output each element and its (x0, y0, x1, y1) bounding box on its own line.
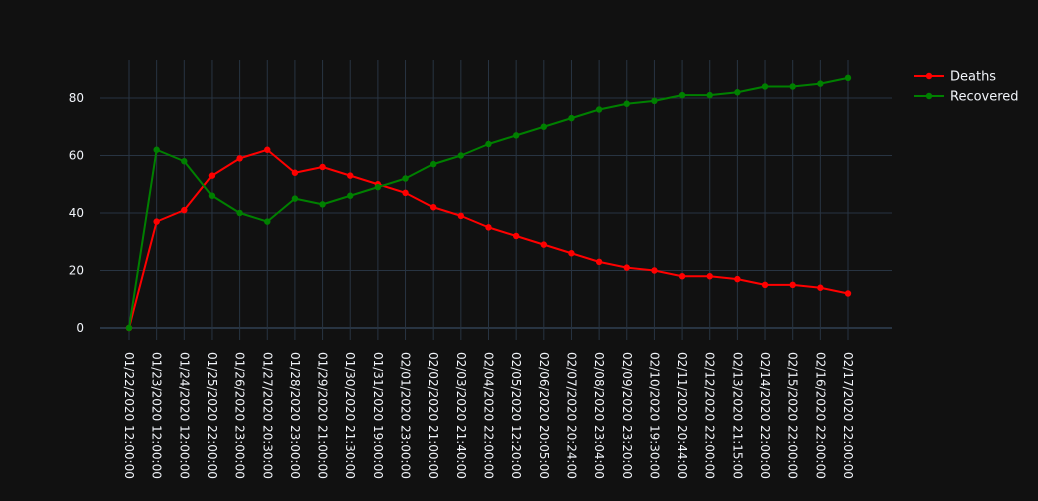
recovered-point (568, 114, 575, 122)
deaths-point (540, 241, 548, 248)
deaths-point (429, 204, 437, 211)
x-tick-label: 02/12/2020 22:00:00 (703, 352, 717, 479)
deaths-point (651, 267, 658, 274)
recovered-point (429, 160, 437, 168)
x-tick-label: 02/17/2020 22:00:00 (841, 352, 855, 479)
legend-item-deaths[interactable]: Deaths (914, 70, 996, 85)
recovered-point (347, 192, 354, 199)
x-tick-label: 02/04/2020 22:00:00 (482, 352, 496, 479)
deaths-point (761, 281, 769, 289)
deaths-point (844, 290, 852, 297)
vertical-grid (128, 60, 849, 340)
y-tick-label: 20 (69, 264, 84, 278)
recovered-point (153, 146, 160, 153)
recovered-point (291, 195, 299, 202)
legend[interactable]: Deaths Recovered (914, 70, 1019, 105)
x-axis-tick-labels: 01/22/2020 12:00:00 01/23/2020 12:00:00 01… (122, 352, 855, 479)
y-tick-label: 40 (69, 206, 84, 220)
deaths-point (264, 146, 271, 153)
x-tick-label: 02/10/2020 19:30:00 (647, 352, 661, 479)
x-tick-label: 02/15/2020 22:00:00 (786, 352, 800, 479)
deaths-point (402, 189, 409, 197)
deaths-point (208, 172, 216, 179)
deaths-point (153, 218, 160, 225)
recovered-point (181, 158, 188, 165)
recovered-point (402, 175, 409, 182)
recovered-point (485, 140, 492, 148)
legend-swatch-marker (925, 92, 933, 100)
recovered-point (595, 106, 603, 113)
series-layer (125, 74, 852, 332)
deaths-point (734, 275, 741, 283)
recovered-point (208, 192, 216, 199)
x-tick-label: 01/29/2020 21:00:00 (316, 352, 330, 479)
deaths-point (512, 232, 520, 240)
x-tick-label: 02/05/2020 12:20:00 (509, 352, 523, 479)
deaths-point (706, 273, 713, 280)
recovered-point (540, 123, 548, 130)
deaths-point (236, 155, 243, 162)
recovered-point (374, 183, 382, 191)
x-tick-label: 02/13/2020 21:15:00 (730, 352, 744, 479)
recovered-point (761, 83, 769, 90)
recovered-point (734, 89, 741, 96)
x-tick-label: 02/16/2020 22:00:00 (813, 352, 827, 479)
x-tick-label: 01/24/2020 12:00:00 (177, 352, 191, 479)
deaths-point (595, 258, 603, 266)
x-tick-label: 01/28/2020 23:00:00 (288, 352, 302, 479)
recovered-point (264, 218, 271, 225)
x-tick-label: 01/23/2020 12:00:00 (150, 352, 164, 479)
legend-label: Deaths (950, 70, 996, 85)
recovered-point (125, 324, 133, 332)
recovered-point (706, 91, 713, 99)
recovered-point (789, 83, 796, 90)
recovered-point (512, 132, 520, 139)
x-tick-label: 02/01/2020 23:00:00 (399, 352, 413, 479)
recovered-point (236, 209, 243, 217)
x-tick-label: 01/26/2020 23:00:00 (233, 352, 247, 479)
legend-swatch-marker (925, 72, 933, 80)
x-tick-label: 02/06/2020 20:05:00 (537, 352, 551, 479)
x-tick-label: 01/31/2020 19:00:00 (371, 352, 385, 479)
x-tick-label: 01/30/2020 21:30:00 (343, 352, 357, 479)
recovered-point (623, 100, 630, 107)
deaths-point (568, 250, 575, 257)
deaths-point (319, 163, 326, 171)
deaths-point (678, 273, 686, 280)
recovered-point (651, 97, 658, 105)
x-tick-label: 02/07/2020 20:24:00 (564, 352, 578, 479)
x-tick-label: 02/08/2020 23:04:00 (592, 352, 606, 479)
deaths-point (291, 169, 299, 176)
y-tick-label: 80 (69, 91, 84, 105)
deaths-point (817, 284, 824, 291)
recovered-point (844, 74, 852, 82)
deaths-point (789, 281, 796, 289)
x-tick-label: 01/22/2020 12:00:00 (122, 352, 136, 479)
y-tick-label: 0 (76, 321, 84, 335)
legend-label: Recovered (950, 90, 1019, 105)
x-tick-label: 02/14/2020 22:00:00 (758, 352, 772, 479)
x-tick-label: 02/02/2020 21:00:00 (426, 352, 440, 479)
x-tick-label: 01/25/2020 22:00:00 (205, 352, 219, 479)
y-tick-label: 60 (69, 149, 84, 163)
y-axis-tick-labels: 0 20 40 60 80 (69, 91, 84, 335)
x-tick-label: 02/11/2020 20:44:00 (675, 352, 689, 479)
deaths-point (347, 172, 354, 179)
legend-item-recovered[interactable]: Recovered (914, 90, 1019, 105)
recovered-point (678, 91, 686, 99)
x-tick-label: 02/03/2020 21:40:00 (454, 352, 468, 479)
recovered-point (457, 152, 465, 159)
x-tick-label: 01/27/2020 20:30:00 (260, 352, 274, 479)
deaths-point (623, 264, 630, 271)
deaths-point (457, 212, 465, 220)
deaths-point (485, 224, 492, 231)
recovered-point (319, 201, 326, 208)
recovered-point (817, 80, 824, 87)
deaths-point (181, 206, 188, 214)
x-tick-label: 02/09/2020 23:20:00 (620, 352, 634, 479)
horizontal-grid (100, 97, 892, 329)
